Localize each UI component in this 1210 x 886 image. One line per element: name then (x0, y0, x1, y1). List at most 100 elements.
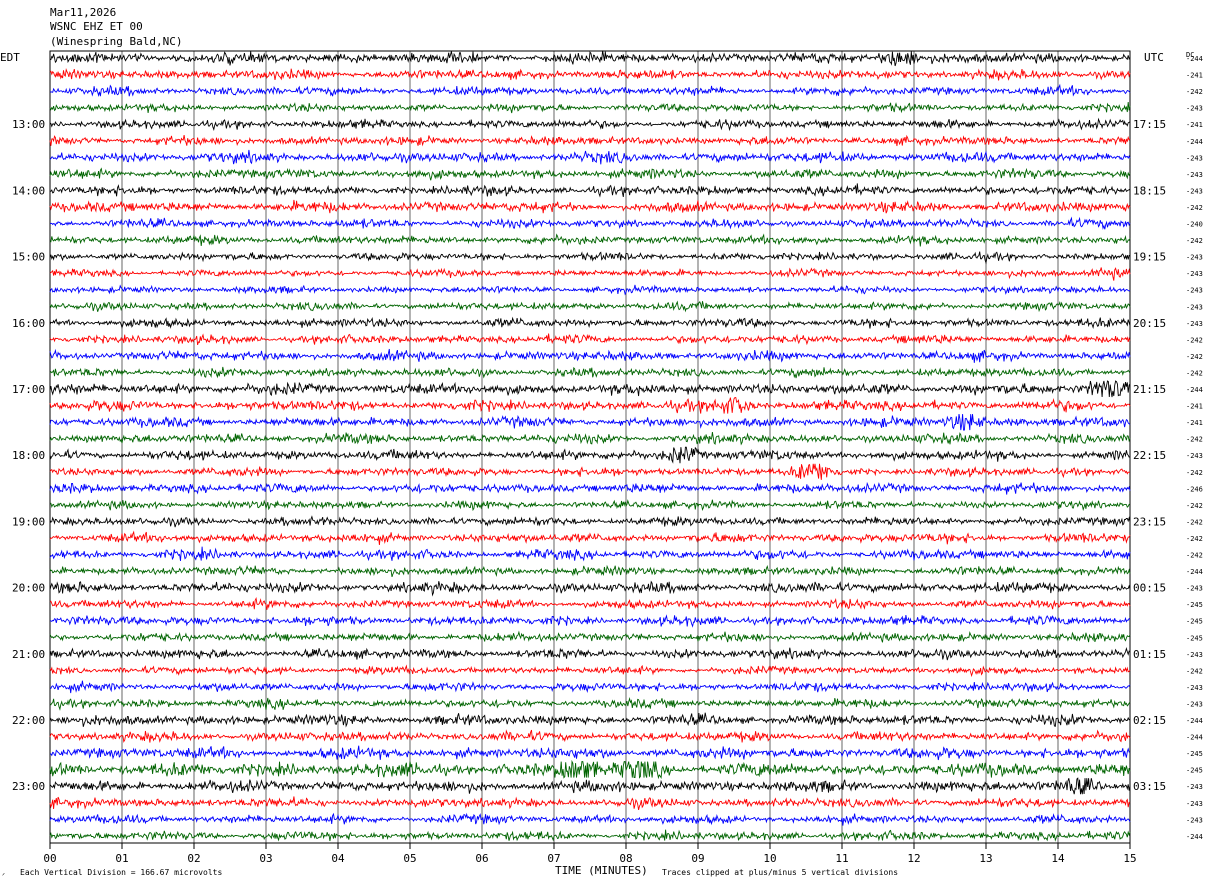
header-station: WSNC EHZ ET 00 (50, 20, 143, 33)
dc-offset-label: -243 (1186, 452, 1203, 460)
seismic-trace (49, 199, 1131, 214)
utc-hour-label: 19:15 (1133, 251, 1166, 264)
utc-hour-label: 21:15 (1133, 383, 1166, 396)
dc-offset-label: -244 (1186, 568, 1203, 576)
utc-hour-label: 01:15 (1133, 648, 1166, 661)
dc-offset-label: -243 (1186, 585, 1203, 593)
seismic-trace (49, 729, 1131, 743)
seismic-trace (49, 233, 1131, 247)
seismic-trace (49, 134, 1131, 147)
x-tick-label: 11 (835, 852, 848, 865)
seismic-trace (49, 697, 1131, 711)
seismic-trace (49, 564, 1131, 578)
trace-layer (49, 50, 1131, 842)
dc-offset-label: -243 (1186, 187, 1203, 195)
dc-offset-label: -244 (1186, 734, 1203, 742)
dc-offset-label: -245 (1186, 634, 1203, 642)
x-tick-label: 01 (115, 852, 128, 865)
seismic-trace (49, 149, 1131, 165)
dc-offset-label: -243 (1186, 303, 1203, 311)
dc-offset-label: -242 (1186, 535, 1203, 543)
utc-hour-label: 20:15 (1133, 317, 1166, 330)
edt-hour-label: 21:00 (12, 648, 45, 661)
dc-offset-label: -243 (1186, 684, 1203, 692)
seismic-trace (49, 432, 1131, 446)
seismic-trace (49, 366, 1131, 379)
seismic-trace (49, 596, 1131, 610)
x-axis-title: TIME (MINUTES) (555, 864, 648, 877)
x-tick-label: 10 (763, 852, 776, 865)
dc-offset-label: -242 (1186, 353, 1203, 361)
dc-offset-label: -245 (1186, 601, 1203, 609)
dc-offset-label: -245 (1186, 767, 1203, 775)
dc-offset-label: -241 (1186, 403, 1203, 411)
seismic-trace (49, 67, 1131, 81)
footer-clip-note: Traces clipped at plus/minus 5 vertical … (662, 868, 898, 877)
seismic-trace (49, 316, 1131, 330)
dc-offset-label: -242 (1186, 336, 1203, 344)
seismic-trace (49, 446, 1131, 464)
dc-label: DC (1186, 51, 1194, 59)
dc-offset-label: -243 (1186, 800, 1203, 808)
dc-offset-label: -241 (1186, 72, 1203, 80)
seismic-trace (49, 167, 1131, 181)
x-tick-label: 06 (475, 852, 488, 865)
seismic-trace (49, 499, 1131, 512)
seismic-trace (49, 251, 1131, 265)
seismic-trace (49, 267, 1131, 281)
left-timezone-label: EDT (0, 51, 20, 64)
seismic-trace (49, 614, 1131, 628)
seismic-trace (49, 829, 1131, 842)
dc-offset-label: -244 (1186, 55, 1203, 63)
seismic-trace (49, 463, 1130, 480)
dc-offset-label: -243 (1186, 254, 1203, 262)
x-tick-label: 08 (619, 852, 632, 865)
seismic-trace (49, 481, 1131, 495)
x-tick-label: 09 (691, 852, 704, 865)
seismic-trace (49, 812, 1131, 826)
dc-offset-label: -243 (1186, 700, 1203, 708)
edt-hour-label: 16:00 (12, 317, 45, 330)
dc-offset-label: -244 (1186, 138, 1203, 146)
seismic-trace (49, 712, 1131, 728)
x-tick-label: 07 (547, 852, 560, 865)
dc-offset-label: -240 (1186, 221, 1203, 229)
seismic-trace (49, 101, 1131, 114)
seismic-trace (49, 380, 1131, 398)
dc-offset-label: -246 (1186, 485, 1203, 493)
dc-offset-label: -242 (1186, 518, 1203, 526)
seismic-trace (49, 348, 1131, 363)
utc-hour-label: 02:15 (1133, 714, 1166, 727)
seismic-trace (49, 515, 1131, 528)
utc-hour-label: 22:15 (1133, 449, 1166, 462)
edt-hour-label: 17:00 (12, 383, 45, 396)
dc-offset-label: -243 (1186, 287, 1203, 295)
seismic-trace (49, 646, 1131, 661)
seismic-trace (49, 680, 1131, 694)
seismic-trace (49, 664, 1131, 678)
seismic-trace (49, 284, 1131, 296)
dc-offset-label: -242 (1186, 667, 1203, 675)
right-timezone-label: UTC (1144, 51, 1164, 64)
edt-hour-label: 19:00 (12, 515, 45, 528)
x-tick-label: 14 (1051, 852, 1065, 865)
header-date: Mar11,2026 (50, 6, 116, 19)
edt-hour-label: 22:00 (12, 714, 45, 727)
seismic-trace (49, 397, 1131, 414)
utc-hour-label: 17:15 (1133, 118, 1166, 131)
seismic-trace (49, 759, 1131, 780)
dc-offset-label: -242 (1186, 469, 1203, 477)
x-tick-label: 15 (1123, 852, 1136, 865)
seismic-trace (49, 117, 1131, 132)
footer-scale-note: Each Vertical Division = 166.67 microvol… (20, 868, 222, 877)
dc-offset-label: -243 (1186, 171, 1203, 179)
dc-offset-label: -242 (1186, 369, 1203, 377)
dc-offset-label: -242 (1186, 204, 1203, 212)
utc-hour-label: 18:15 (1133, 184, 1166, 197)
axis-labels: 00 01 02 03 04 05 06 07 08 09 10 11 12 13 14 15 -244 -241… (12, 55, 1203, 865)
seismic-trace (49, 745, 1131, 761)
seismic-trace (49, 50, 1131, 67)
seismic-trace (49, 333, 1131, 346)
seismic-trace (49, 183, 1131, 198)
